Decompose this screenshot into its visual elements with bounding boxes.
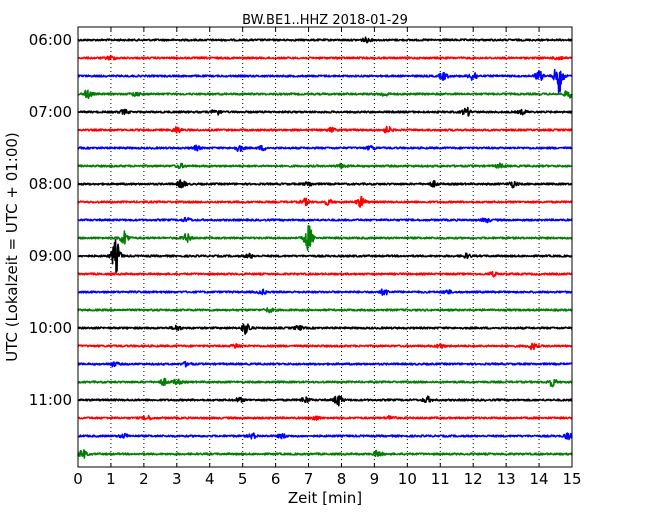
- trace-line: [77, 54, 573, 61]
- chart-title: BW.BE1..HHZ 2018-01-29: [242, 13, 408, 28]
- trace-line: [77, 144, 573, 153]
- y-tick-label: 08:00: [29, 175, 72, 193]
- trace-line: [77, 449, 573, 459]
- trace-line: [77, 307, 573, 314]
- trace-line: [77, 270, 573, 278]
- trace-line: [77, 89, 573, 100]
- trace-line: [77, 36, 573, 44]
- x-tick-label: 3: [172, 470, 182, 488]
- trace-line: [77, 395, 573, 407]
- x-tick-label: 9: [370, 470, 380, 488]
- x-tick-label: 13: [497, 470, 516, 488]
- y-tick-label: 10:00: [29, 319, 72, 337]
- trace-line: [77, 125, 573, 134]
- trace-line: [77, 414, 573, 421]
- x-tick-label: 8: [337, 470, 347, 488]
- trace-line: [77, 216, 573, 224]
- trace-line: [77, 377, 573, 388]
- x-tick-label: 11: [431, 470, 450, 488]
- plot-frame: [77, 26, 573, 468]
- x-tick-label: 4: [205, 470, 215, 488]
- y-tick-label: 11:00: [29, 391, 72, 409]
- trace-line: [77, 195, 573, 208]
- trace-line: [77, 162, 573, 170]
- trace-line: [77, 225, 573, 251]
- traces: [77, 36, 573, 459]
- y-tick-label: 09:00: [29, 247, 72, 265]
- y-tick-label: 06:00: [29, 31, 72, 49]
- trace-line: [77, 432, 573, 441]
- x-tick-label: 7: [304, 470, 314, 488]
- trace-line: [77, 288, 573, 296]
- y-axis-label: UTC (Lokalzeit = UTC + 01:00): [3, 132, 21, 362]
- x-tick-label: 1: [106, 470, 116, 488]
- trace-line: [77, 323, 573, 335]
- trace-line: [77, 342, 573, 351]
- x-axis-label: Zeit [min]: [288, 489, 362, 507]
- x-tick-label: 5: [238, 470, 248, 488]
- trace-line: [77, 106, 573, 117]
- y-axis: 06:00 07:00 08:00 09:00 10:00 11:00: [29, 31, 572, 409]
- x-tick-label: 0: [73, 470, 83, 488]
- x-tick-label: 6: [271, 470, 281, 488]
- x-tick-label: 2: [139, 470, 149, 488]
- x-tick-label: 10: [398, 470, 417, 488]
- y-tick-label: 07:00: [29, 103, 72, 121]
- trace-line: [77, 68, 573, 94]
- x-tick-label: 15: [562, 470, 581, 488]
- trace-line: [77, 238, 573, 274]
- x-tick-label: 14: [530, 470, 549, 488]
- x-axis: 0 1 2 3 4 5 6 7 8 9 10 11 12 13 14 15: [73, 27, 582, 488]
- x-tick-label: 12: [464, 470, 483, 488]
- trace-line: [77, 179, 573, 189]
- trace-line: [77, 360, 573, 368]
